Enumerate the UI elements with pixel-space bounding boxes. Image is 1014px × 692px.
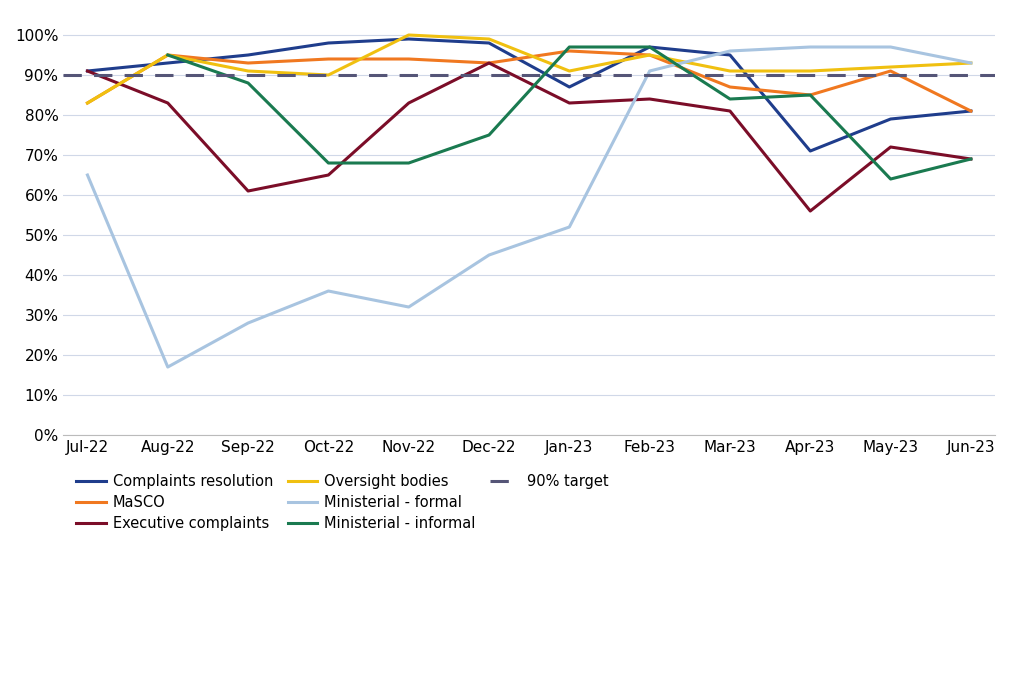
Ministerial - formal (965, 59, 977, 67)
Executive complaints (403, 99, 415, 107)
Executive complaints (724, 107, 736, 115)
Ministerial - formal (81, 171, 93, 179)
Ministerial - informal (322, 159, 335, 167)
Ministerial - informal (965, 155, 977, 163)
Line: Complaints resolution: Complaints resolution (87, 39, 971, 151)
Complaints resolution (965, 107, 977, 115)
Line: Oversight bodies: Oversight bodies (87, 35, 971, 103)
Complaints resolution (804, 147, 816, 155)
90% target (81, 71, 93, 79)
Line: Ministerial - informal: Ministerial - informal (167, 47, 971, 179)
Ministerial - formal (322, 287, 335, 295)
Line: Executive complaints: Executive complaints (87, 63, 971, 211)
Oversight bodies (403, 31, 415, 39)
Executive complaints (483, 59, 495, 67)
Oversight bodies (724, 67, 736, 75)
Oversight bodies (884, 63, 896, 71)
Executive complaints (242, 187, 255, 195)
MaSCO (644, 51, 656, 59)
Complaints resolution (403, 35, 415, 43)
Executive complaints (965, 155, 977, 163)
Oversight bodies (644, 51, 656, 59)
Ministerial - informal (483, 131, 495, 139)
Complaints resolution (161, 59, 173, 67)
Ministerial - informal (563, 43, 575, 51)
Complaints resolution (322, 39, 335, 47)
Executive complaints (81, 67, 93, 75)
Ministerial - informal (161, 51, 173, 59)
90% target (161, 71, 173, 79)
Executive complaints (884, 143, 896, 151)
Ministerial - formal (483, 251, 495, 260)
Oversight bodies (965, 59, 977, 67)
Ministerial - informal (724, 95, 736, 103)
Ministerial - formal (563, 223, 575, 231)
Oversight bodies (483, 35, 495, 43)
MaSCO (563, 47, 575, 55)
Executive complaints (322, 171, 335, 179)
MaSCO (242, 59, 255, 67)
Oversight bodies (81, 99, 93, 107)
Complaints resolution (563, 83, 575, 91)
Ministerial - formal (644, 67, 656, 75)
Ministerial - formal (804, 43, 816, 51)
Oversight bodies (161, 51, 173, 59)
Ministerial - informal (242, 79, 255, 87)
MaSCO (483, 59, 495, 67)
Ministerial - informal (884, 175, 896, 183)
MaSCO (81, 99, 93, 107)
Complaints resolution (483, 39, 495, 47)
Oversight bodies (322, 71, 335, 79)
Complaints resolution (81, 67, 93, 75)
MaSCO (884, 67, 896, 75)
Complaints resolution (724, 51, 736, 59)
MaSCO (161, 51, 173, 59)
MaSCO (322, 55, 335, 63)
Line: Ministerial - formal: Ministerial - formal (87, 47, 971, 367)
Ministerial - informal (644, 43, 656, 51)
Ministerial - formal (161, 363, 173, 371)
Complaints resolution (644, 43, 656, 51)
Legend: Complaints resolution, MaSCO, Executive complaints, Oversight bodies, Ministeria: Complaints resolution, MaSCO, Executive … (71, 468, 614, 537)
Ministerial - formal (242, 319, 255, 327)
Executive complaints (804, 207, 816, 215)
Oversight bodies (563, 67, 575, 75)
MaSCO (724, 83, 736, 91)
Ministerial - formal (403, 303, 415, 311)
Executive complaints (161, 99, 173, 107)
MaSCO (965, 107, 977, 115)
Complaints resolution (242, 51, 255, 59)
Executive complaints (563, 99, 575, 107)
Ministerial - formal (884, 43, 896, 51)
Ministerial - formal (724, 47, 736, 55)
Oversight bodies (242, 67, 255, 75)
Complaints resolution (884, 115, 896, 123)
MaSCO (804, 91, 816, 99)
Oversight bodies (804, 67, 816, 75)
Ministerial - informal (804, 91, 816, 99)
Line: MaSCO: MaSCO (87, 51, 971, 111)
Executive complaints (644, 95, 656, 103)
Ministerial - informal (403, 159, 415, 167)
MaSCO (403, 55, 415, 63)
